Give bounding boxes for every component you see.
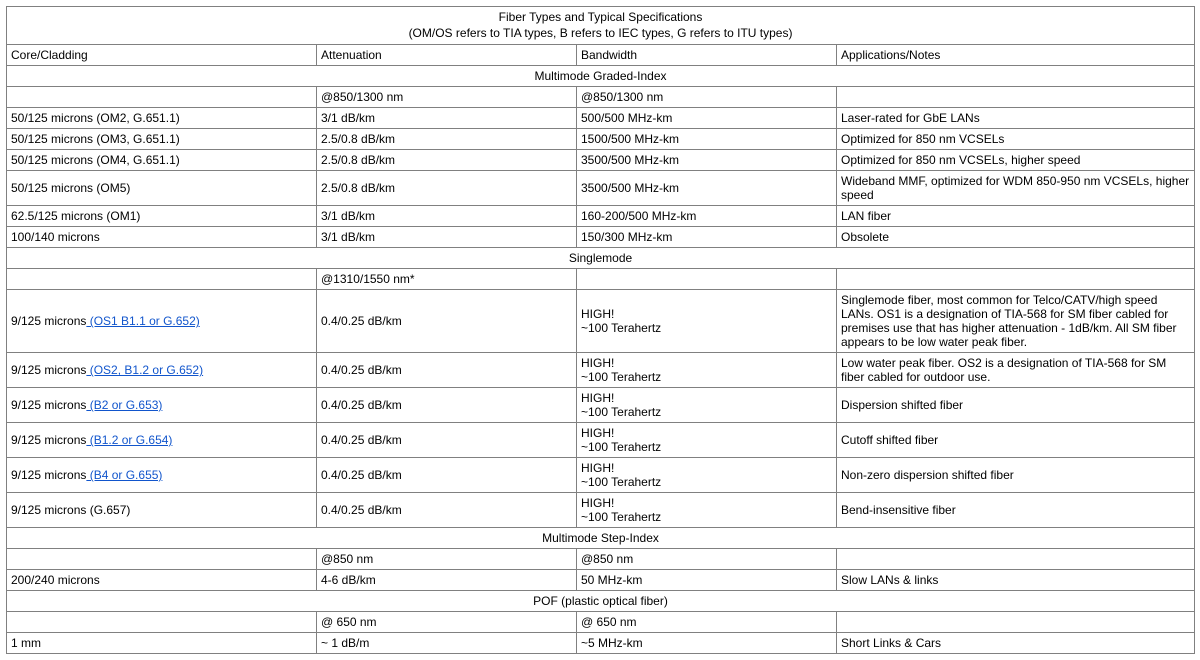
table-row: 9/125 microns (OS1 B1.1 or G.652)0.4/0.2…: [7, 290, 1195, 353]
bw-high: HIGH!: [581, 461, 614, 475]
sm-core: 9/125 microns (B4 or G.655): [7, 458, 317, 493]
table-row: Fiber Types and Typical Specifications (O…: [7, 7, 1195, 45]
pof-sub-atten: @ 650 nm: [317, 612, 577, 633]
bw-thz: ~100 Terahertz: [581, 321, 661, 335]
fiber-standard-link[interactable]: (B1.2 or G.654): [86, 433, 172, 447]
table-row: 50/125 microns (OM2, G.651.1) 3/1 dB/km5…: [7, 108, 1195, 129]
section-mm-step: Multimode Step-Index: [7, 528, 1195, 549]
sm-core: 9/125 microns (OS2, B1.2 or G.652): [7, 353, 317, 388]
table-row: @850/1300 nm@850/1300 nm: [7, 87, 1195, 108]
table-row: Core/CladdingAttenuationBandwidthApplica…: [7, 45, 1195, 66]
table-row: 9/125 microns (OS2, B1.2 or G.652)0.4/0.…: [7, 353, 1195, 388]
sm-prefix: 9/125 microns: [11, 314, 86, 328]
bw-thz: ~100 Terahertz: [581, 405, 661, 419]
title-line2: (OM/OS refers to TIA types, B refers to …: [409, 26, 793, 40]
section-sm: Singlemode: [7, 248, 1195, 269]
table-row: @850 nm@850 nm: [7, 549, 1195, 570]
bw-high: HIGH!: [581, 391, 614, 405]
sm-core: 9/125 microns (B2 or G.653): [7, 388, 317, 423]
sm-prefix: 9/125 microns: [11, 363, 86, 377]
sm-bw: HIGH!~100 Terahertz: [577, 388, 837, 423]
table-row: 9/125 microns (B4 or G.655)0.4/0.25 dB/k…: [7, 458, 1195, 493]
sm-core: 9/125 microns (OS1 B1.1 or G.652): [7, 290, 317, 353]
bw-high: HIGH!: [581, 307, 614, 321]
table-row: 9/125 microns (G.657)0.4/0.25 dB/km HIGH…: [7, 493, 1195, 528]
sm-core: 9/125 microns (B1.2 or G.654): [7, 423, 317, 458]
table-row: @1310/1550 nm*: [7, 269, 1195, 290]
table-row: 9/125 microns (B1.2 or G.654)0.4/0.25 dB…: [7, 423, 1195, 458]
fiber-standard-link[interactable]: (OS1 B1.1 or G.652): [86, 314, 199, 328]
table-row: POF (plastic optical fiber): [7, 591, 1195, 612]
sm-core: 9/125 microns (G.657): [7, 493, 317, 528]
section-mm-graded: Multimode Graded-Index: [7, 66, 1195, 87]
sm-prefix: 9/125 microns: [11, 433, 86, 447]
table-row: @ 650 nm@ 650 nm: [7, 612, 1195, 633]
sm-bw: HIGH!~100 Terahertz: [577, 493, 837, 528]
table-row: 50/125 microns (OM3, G.651.1) 2.5/0.8 dB…: [7, 129, 1195, 150]
table-row: 50/125 microns (OM4, G.651.1) 2.5/0.8 dB…: [7, 150, 1195, 171]
fiber-standard-link[interactable]: (B4 or G.655): [86, 468, 162, 482]
hdr-bw: Bandwidth: [577, 45, 837, 66]
bw-thz: ~100 Terahertz: [581, 475, 661, 489]
table-row: 1 mm~ 1 dB/m~5 MHz-kmShort Links & Cars: [7, 633, 1195, 654]
hdr-core: Core/Cladding: [7, 45, 317, 66]
hdr-atten: Attenuation: [317, 45, 577, 66]
table-row: Singlemode: [7, 248, 1195, 269]
fiber-standard-link[interactable]: (B2 or G.653): [86, 398, 162, 412]
table-row: Multimode Graded-Index: [7, 66, 1195, 87]
table-row: 200/240 microns4-6 dB/km50 MHz-kmSlow LA…: [7, 570, 1195, 591]
table-title: Fiber Types and Typical Specifications (O…: [7, 7, 1195, 45]
table-row: Multimode Step-Index: [7, 528, 1195, 549]
table-row: 9/125 microns (B2 or G.653)0.4/0.25 dB/k…: [7, 388, 1195, 423]
mm-sub-bw: @850/1300 nm: [577, 87, 837, 108]
sm-bw: HIGH!~100 Terahertz: [577, 458, 837, 493]
step-sub-bw: @850 nm: [577, 549, 837, 570]
title-line1: Fiber Types and Typical Specifications: [499, 10, 703, 24]
sm-bw: HIGH!~100 Terahertz: [577, 353, 837, 388]
bw-high: HIGH!: [581, 426, 614, 440]
bw-high: HIGH!: [581, 496, 614, 510]
fiber-standard-link[interactable]: (OS2, B1.2 or G.652): [86, 363, 203, 377]
sm-prefix: 9/125 microns (G.657): [11, 503, 130, 517]
step-sub-atten: @850 nm: [317, 549, 577, 570]
sm-prefix: 9/125 microns: [11, 398, 86, 412]
bw-thz: ~100 Terahertz: [581, 370, 661, 384]
table-row: 50/125 microns (OM5) 2.5/0.8 dB/km3500/5…: [7, 171, 1195, 206]
section-pof: POF (plastic optical fiber): [7, 591, 1195, 612]
sm-bw: HIGH!~100 Terahertz: [577, 290, 837, 353]
hdr-app: Applications/Notes: [837, 45, 1195, 66]
sm-prefix: 9/125 microns: [11, 468, 86, 482]
bw-thz: ~100 Terahertz: [581, 440, 661, 454]
bw-thz: ~100 Terahertz: [581, 510, 661, 524]
pof-sub-bw: @ 650 nm: [577, 612, 837, 633]
fiber-spec-table: Fiber Types and Typical Specifications (O…: [6, 6, 1195, 654]
table-row: 100/140 microns 3/1 dB/km150/300 MHz-kmO…: [7, 227, 1195, 248]
bw-high: HIGH!: [581, 356, 614, 370]
table-row: 62.5/125 microns (OM1)3/1 dB/km160-200/5…: [7, 206, 1195, 227]
mm-sub-atten: @850/1300 nm: [317, 87, 577, 108]
sm-bw: HIGH!~100 Terahertz: [577, 423, 837, 458]
sm-sub-atten: @1310/1550 nm*: [317, 269, 577, 290]
